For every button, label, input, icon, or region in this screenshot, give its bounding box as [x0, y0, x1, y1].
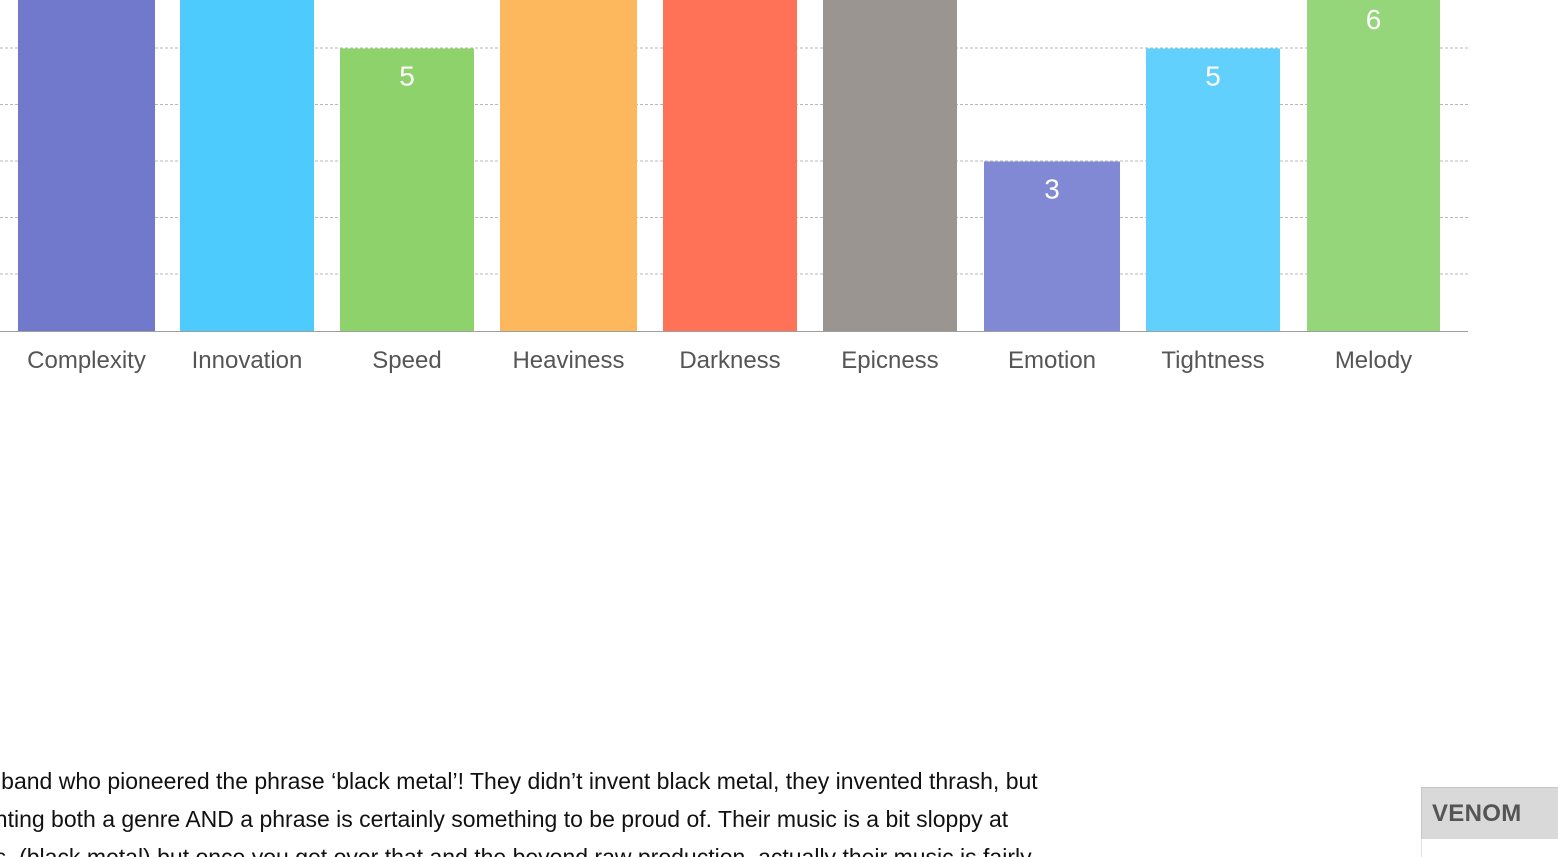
x-tick-label: Speed	[372, 347, 441, 374]
band-description: e band who pioneered the phrase ‘black m…	[0, 762, 1262, 857]
x-tick-label: Heaviness	[512, 347, 624, 374]
x-tick-label: Darkness	[679, 347, 780, 374]
chart-bars	[18, 0, 1440, 331]
bar-value-label: 5	[1205, 61, 1221, 92]
bar-melody	[1307, 0, 1440, 331]
bar-emotion	[984, 161, 1120, 331]
description-line: e band who pioneered the phrase ‘black m…	[0, 768, 1038, 794]
x-tick-label: Emotion	[1008, 347, 1096, 374]
bar-epicness	[823, 0, 957, 331]
bar-heaviness	[500, 0, 637, 331]
band-tag[interactable]: VENOM	[1421, 787, 1558, 839]
x-tick-label: Complexity	[27, 347, 146, 374]
bar-darkness	[663, 0, 797, 331]
x-tick-label: Melody	[1335, 347, 1412, 374]
chart-labels: Complexity Innovation Speed 5 Heaviness Darkn…	[27, 4, 1412, 374]
description-line: enting both a genre AND a phrase is cert…	[0, 806, 1009, 832]
x-tick-label: Tightness	[1161, 347, 1264, 374]
bar-value-label: 6	[1366, 4, 1382, 35]
bar-complexity	[18, 0, 155, 331]
bar-value-label: 3	[1044, 174, 1060, 205]
description-line: es. (black metal) but once you get over …	[0, 844, 1032, 857]
bar-speed	[340, 48, 474, 331]
bar-chart: Complexity Innovation Speed 5 Heaviness Darkn…	[0, 0, 1468, 374]
x-tick-label: Epicness	[841, 347, 938, 374]
band-tag-label: VENOM	[1432, 800, 1522, 827]
bar-innovation	[180, 0, 314, 331]
tag-panel-edge	[1421, 839, 1558, 857]
x-tick-label: Innovation	[192, 347, 303, 374]
bar-tightness	[1146, 48, 1280, 331]
bar-value-label: 5	[399, 61, 415, 92]
